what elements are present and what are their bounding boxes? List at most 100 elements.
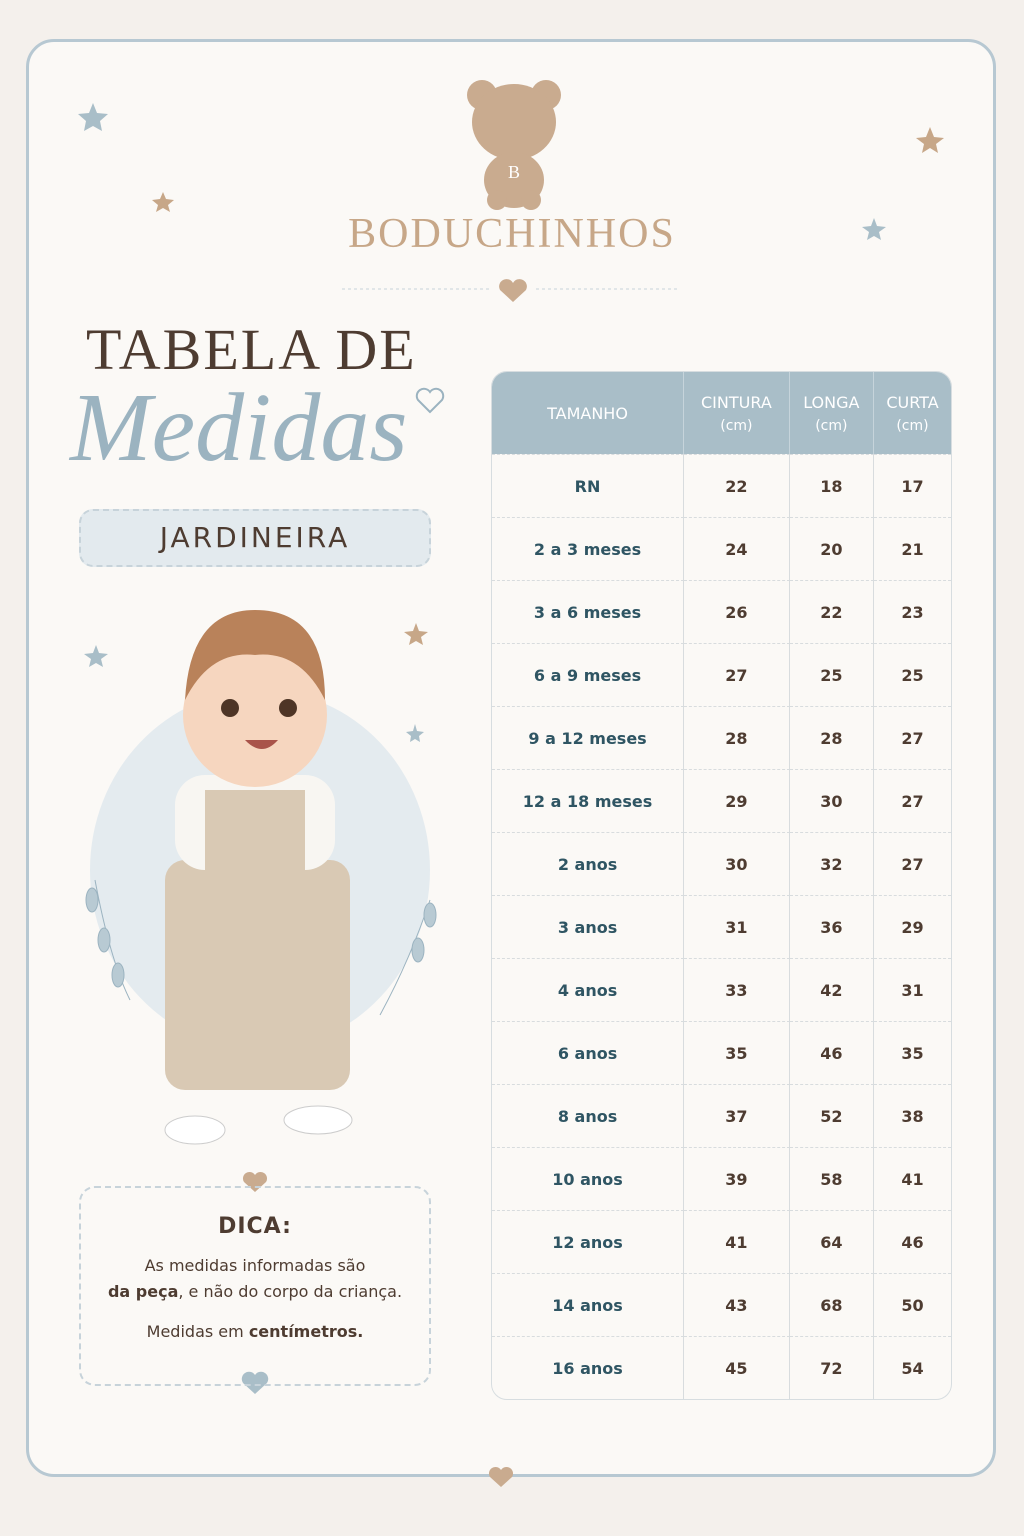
size-cell: 10 anos [492,1147,685,1210]
measure-cell: 25 [873,643,951,706]
measure-cell: 29 [873,895,951,958]
header-label: CINTURA [701,392,772,412]
measure-cell: 50 [873,1273,951,1336]
size-cell: 14 anos [492,1273,685,1336]
size-cell: 2 a 3 meses [492,517,685,580]
measure-cell: 37 [684,1084,790,1147]
brand-name: BODUCHINHOS [348,211,676,257]
header-cell: LONGA (cm) [789,372,874,454]
measure-cell: 21 [873,517,951,580]
measure-cell: 31 [684,895,790,958]
size-cell: 6 anos [492,1021,685,1084]
measure-cell: 22 [789,580,874,643]
subtitle: JARDINEIRA [79,509,431,567]
measure-cell: 24 [684,517,790,580]
size-cell: 8 anos [492,1084,685,1147]
measure-cell: 29 [684,769,790,832]
measure-cell: 46 [873,1210,951,1273]
measure-cell: 41 [684,1210,790,1273]
size-cell: 3 anos [492,895,685,958]
table-row: 10 anos 39 58 41 [492,1147,951,1210]
measure-cell: 26 [684,580,790,643]
tip-box: DICA: As medidas informadas são da peça, … [79,1186,431,1386]
table-row: 16 anos 45 72 54 [492,1336,951,1399]
size-cell: 16 anos [492,1336,685,1399]
measure-cell: 45 [684,1336,790,1399]
measure-cell: 54 [873,1336,951,1399]
measure-cell: 68 [789,1273,874,1336]
table-row: 4 anos 33 42 31 [492,958,951,1021]
measure-cell: 58 [789,1147,874,1210]
header-unit: (cm) [815,417,848,434]
header-unit: (cm) [720,417,753,434]
table-row: 12 a 18 meses 29 30 27 [492,769,951,832]
title: TABELA DE [86,317,417,382]
measure-cell: 32 [789,832,874,895]
measure-cell: 35 [873,1021,951,1084]
size-cell: 4 anos [492,958,685,1021]
size-cell: 12 anos [492,1210,685,1273]
table-row: 6 a 9 meses 27 25 25 [492,643,951,706]
header-label: LONGA [803,392,860,412]
measure-cell: 31 [873,958,951,1021]
brand-initial: B [507,162,520,182]
size-cell: 3 a 6 meses [492,580,685,643]
measure-cell: 42 [789,958,874,1021]
tip-bold: centímetros. [248,1322,364,1341]
measure-cell: 64 [789,1210,874,1273]
table-row: RN 22 18 17 [492,454,951,517]
tip-line: , e não do corpo da criança. [178,1282,403,1301]
measure-cell: 39 [684,1147,790,1210]
measure-cell: 28 [789,706,874,769]
header-cell: CINTURA (cm) [684,372,790,454]
table-row: 8 anos 37 52 38 [492,1084,951,1147]
measure-cell: 25 [789,643,874,706]
measure-cell: 46 [789,1021,874,1084]
measure-cell: 30 [789,769,874,832]
measure-cell: 28 [684,706,790,769]
tip-line: Medidas em [146,1322,249,1341]
header-label: TAMANHO [547,403,628,423]
header-unit: (cm) [896,417,929,434]
measure-cell: 72 [789,1336,874,1399]
measure-cell: 36 [789,895,874,958]
header-cell: TAMANHO [492,372,685,454]
table-row: 3 a 6 meses 26 22 23 [492,580,951,643]
size-table: TAMANHO CINTURA (cm) LONGA (cm) CURTA (cm) RN 22… [491,371,952,1400]
measure-cell: 35 [684,1021,790,1084]
table-row: 3 anos 31 36 29 [492,895,951,958]
tip-line: As medidas informadas são [144,1256,366,1275]
size-cell: 6 a 9 meses [492,643,685,706]
measure-cell: 43 [684,1273,790,1336]
measure-cell: 27 [873,706,951,769]
table-row: 9 a 12 meses 28 28 27 [492,706,951,769]
title-script: Medidas [70,374,408,482]
measure-cell: 27 [684,643,790,706]
header-cell: CURTA (cm) [873,372,951,454]
header-label: CURTA [886,392,939,412]
size-cell: 12 a 18 meses [492,769,685,832]
measure-cell: 22 [684,454,790,517]
measure-cell: 27 [873,769,951,832]
measure-cell: 30 [684,832,790,895]
measure-cell: 17 [873,454,951,517]
table-row: 12 anos 41 64 46 [492,1210,951,1273]
measure-cell: 41 [873,1147,951,1210]
tip-text: Medidas em centímetros. [81,1319,429,1345]
measure-cell: 33 [684,958,790,1021]
size-cell: 2 anos [492,832,685,895]
tip-text: As medidas informadas são da peça, e não … [81,1253,429,1305]
table-row: 2 a 3 meses 24 20 21 [492,517,951,580]
measure-cell: 23 [873,580,951,643]
table-row: 6 anos 35 46 35 [492,1021,951,1084]
tip-bold: da peça [107,1282,179,1301]
measure-cell: 20 [789,517,874,580]
measure-cell: 27 [873,832,951,895]
size-cell: 9 a 12 meses [492,706,685,769]
table-row: 14 anos 43 68 50 [492,1273,951,1336]
table-row: 2 anos 30 32 27 [492,832,951,895]
size-cell: RN [492,454,685,517]
measure-cell: 38 [873,1084,951,1147]
